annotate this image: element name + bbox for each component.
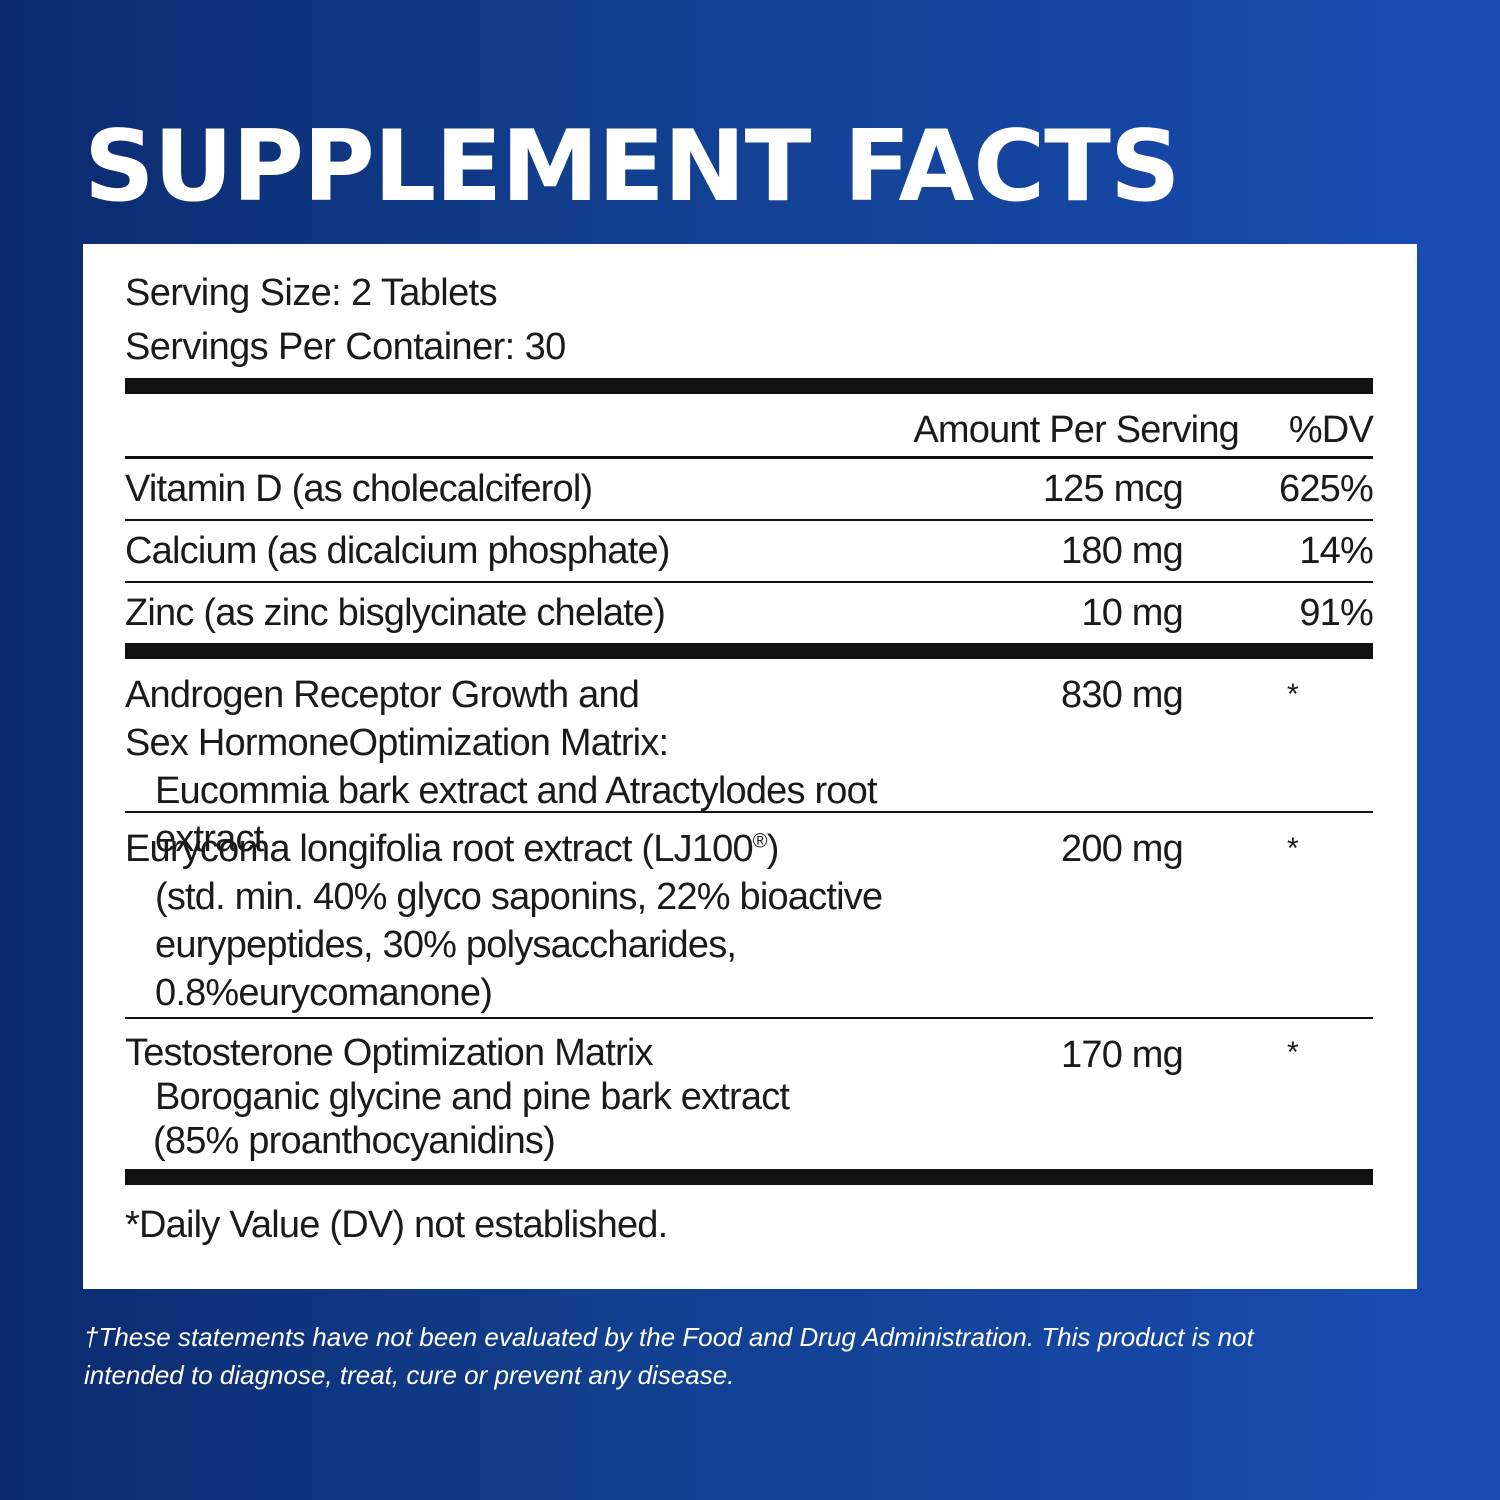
nutrient-row: Vitamin D (as cholecalciferol) 125 mcg 6… bbox=[125, 459, 1374, 519]
nutrient-row: Calcium (as dicalcium phosphate) 180 mg … bbox=[125, 521, 1374, 581]
nutrient-row: Zinc (as zinc bisglycinate chelate) 10 m… bbox=[125, 583, 1374, 643]
blend-ingredient-line: 0.8%eurycomanone) bbox=[155, 972, 493, 1014]
blend-name-line: Testosterone Optimization Matrix bbox=[125, 1032, 654, 1074]
nutrient-name: Calcium (as dicalcium phosphate) bbox=[125, 529, 670, 572]
nutrient-amount: 180 mg bbox=[1061, 529, 1184, 572]
divider bbox=[125, 456, 1373, 459]
divider bbox=[125, 519, 1373, 521]
divider bbox=[125, 811, 1373, 813]
amount-column-header: Amount Per Serving bbox=[913, 409, 1239, 451]
page-title: SUPPLEMENT FACTS bbox=[84, 110, 1181, 224]
blend-amount: 200 mg bbox=[1061, 828, 1184, 870]
nutrient-amount: 10 mg bbox=[1081, 591, 1183, 634]
blend-ingredient-line: Boroganic glycine and pine bark extract bbox=[155, 1076, 790, 1118]
blend-description: Testosterone Optimization Matrix Borogan… bbox=[125, 1031, 883, 1169]
blend-row: Eurycoma longifolia root extract (LJ100®… bbox=[125, 813, 1373, 1017]
divider bbox=[125, 1017, 1373, 1019]
blend-dv: * bbox=[1287, 832, 1299, 865]
blend-ingredient-line: eurypeptides, 30% polysaccharides, bbox=[155, 924, 737, 966]
dv-column-header: %DV bbox=[1288, 409, 1374, 451]
disclaimer-line: †These statements have not been evaluate… bbox=[84, 1322, 1254, 1352]
nutrient-name: Vitamin D (as cholecalciferol) bbox=[125, 467, 593, 510]
blend-amount: 170 mg bbox=[1061, 1034, 1184, 1076]
nutrient-dv: 91% bbox=[1299, 591, 1373, 634]
blend-amount: 830 mg bbox=[1061, 674, 1184, 716]
nutrient-amount: 125 mcg bbox=[1042, 467, 1184, 510]
divider bbox=[125, 581, 1373, 583]
blend-name-line: Androgen Receptor Growth and bbox=[125, 674, 640, 716]
blend-row: Androgen Receptor Growth and Sex Hormone… bbox=[125, 659, 1373, 860]
thick-divider bbox=[125, 1169, 1373, 1185]
nutrient-dv: 625% bbox=[1279, 467, 1374, 510]
nutrient-dv: 14% bbox=[1299, 529, 1373, 572]
thick-divider bbox=[125, 378, 1373, 394]
blend-ingredient-line: (std. min. 40% glyco saponins, 22% bioac… bbox=[155, 876, 883, 918]
blend-description: Eurycoma longifolia root extract (LJ100®… bbox=[125, 825, 883, 1017]
registered-mark: ® bbox=[752, 830, 768, 853]
blend-name-line: Eurycoma longifolia root extract (LJ100®… bbox=[125, 828, 779, 870]
blend-dv: * bbox=[1287, 678, 1299, 711]
blend-ingredient-line: Eucommia bark extract and Atractylodes r… bbox=[155, 770, 878, 860]
serving-info: Serving Size: 2 Tablets Servings Per Con… bbox=[125, 266, 1373, 378]
fda-disclaimer: †These statements have not been evaluate… bbox=[84, 1318, 1414, 1394]
facts-label: Serving Size: 2 Tablets Servings Per Con… bbox=[125, 266, 1374, 1253]
servings-per-container: Servings Per Container: 30 bbox=[125, 326, 566, 368]
blend-name-line: Sex HormoneOptimization Matrix: bbox=[125, 722, 669, 764]
blend-ingredient-line: (85% proanthocyanidins) bbox=[153, 1120, 556, 1162]
column-header-row: Amount Per Serving %DV bbox=[125, 394, 1373, 456]
thick-divider bbox=[125, 643, 1373, 659]
disclaimer-line: intended to diagnose, treat, cure or pre… bbox=[84, 1360, 735, 1390]
blend-row: Testosterone Optimization Matrix Borogan… bbox=[125, 1019, 1373, 1169]
blend-description: Androgen Receptor Growth and Sex Hormone… bbox=[125, 671, 883, 860]
serving-size: Serving Size: 2 Tablets bbox=[125, 272, 498, 314]
blend-dv: * bbox=[1287, 1036, 1299, 1069]
nutrient-name: Zinc (as zinc bisglycinate chelate) bbox=[125, 591, 666, 634]
dv-footnote: *Daily Value (DV) not established. bbox=[125, 1204, 668, 1246]
supplement-facts-panel: Serving Size: 2 Tablets Servings Per Con… bbox=[83, 244, 1417, 1289]
